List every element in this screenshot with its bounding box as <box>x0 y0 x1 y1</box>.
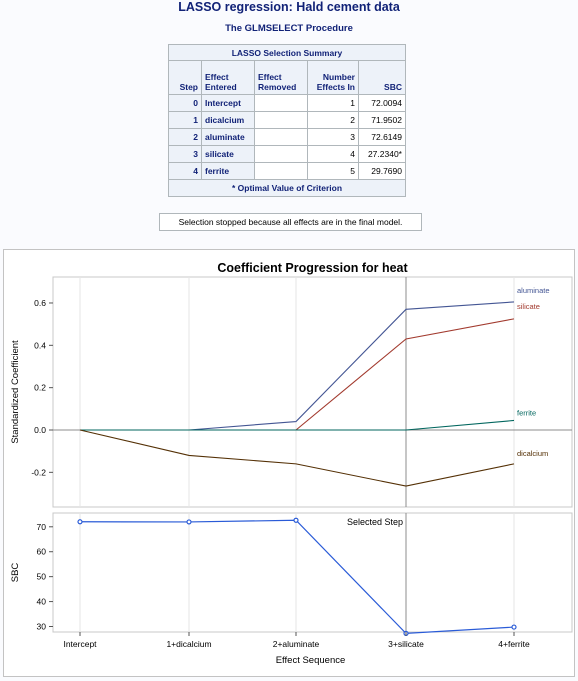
sbc-point <box>511 624 517 630</box>
row-effect-removed <box>254 145 308 163</box>
x-tick-label: Intercept <box>63 639 97 649</box>
sbc-point <box>293 517 299 523</box>
row-sbc: 72.0094 <box>358 94 406 112</box>
series-label-silicate: silicate <box>517 302 540 311</box>
row-sbc: 71.9502 <box>358 111 406 129</box>
row-effect-removed <box>254 128 308 146</box>
y-axis-label-top: Standardized Coefficient <box>10 340 21 444</box>
row-effect-removed <box>254 111 308 129</box>
row-number-effects: 1 <box>307 94 359 112</box>
y-tick-label-bottom: 70 <box>37 522 47 532</box>
series-label-aluminate: aluminate <box>517 286 550 295</box>
row-number-effects: 2 <box>307 111 359 129</box>
row-sbc: 29.7690 <box>358 162 406 180</box>
y-tick-label-bottom: 60 <box>37 547 47 557</box>
col-header-step: Step <box>168 60 202 95</box>
y-tick-label-top: 0.6 <box>34 298 46 308</box>
table-row: 3 silicate 4 27.2340* <box>168 145 406 163</box>
row-effect-removed <box>254 94 308 112</box>
x-axis-label: Effect Sequence <box>276 655 346 666</box>
y-tick-label-bottom: 50 <box>37 572 47 582</box>
row-effect-entered: ferrite <box>201 162 255 180</box>
row-step: 3 <box>168 145 202 163</box>
x-tick-label: 3+silicate <box>388 639 424 649</box>
row-step: 0 <box>168 94 202 112</box>
selected-step-label: Selected Step <box>347 517 403 527</box>
y-tick-label-top: 0.0 <box>34 425 46 435</box>
col-header-sbc: SBC <box>358 60 406 95</box>
table-row: 2 aluminate 3 72.6149 <box>168 128 406 146</box>
row-step: 1 <box>168 111 202 129</box>
series-line-dicalcium <box>79 429 515 487</box>
row-sbc: 72.6149 <box>358 128 406 146</box>
y-tick-label-bottom: 40 <box>37 597 47 607</box>
table-row: 0 Intercept 1 72.0094 <box>168 94 406 112</box>
row-effect-entered: aluminate <box>201 128 255 146</box>
y-tick-label-top: -0.2 <box>31 467 46 477</box>
col-header-effect-entered: Effect Entered <box>201 60 255 95</box>
row-effect-entered: silicate <box>201 145 255 163</box>
row-number-effects: 5 <box>307 162 359 180</box>
y-tick-label-top: 0.2 <box>34 383 46 393</box>
row-sbc: 27.2340* <box>358 145 406 163</box>
table-caption: LASSO Selection Summary <box>168 44 406 61</box>
row-effect-entered: dicalcium <box>201 111 255 129</box>
procedure-title: The GLMSELECT Procedure <box>225 23 353 34</box>
table-row: 1 dicalcium 2 71.9502 <box>168 111 406 129</box>
table-row: 4 ferrite 5 29.7690 <box>168 162 406 180</box>
row-effect-removed <box>254 162 308 180</box>
row-step: 2 <box>168 128 202 146</box>
page-title: LASSO regression: Hald cement data <box>178 0 400 14</box>
col-header-effect-removed: Effect Removed <box>254 60 308 95</box>
sbc-point <box>186 519 192 525</box>
chart-title: Coefficient Progression for heat <box>217 261 408 275</box>
x-tick-label: 1+dicalcium <box>166 639 211 649</box>
chart-svg: Coefficient Progression for heat Selected… <box>10 261 573 666</box>
series-label-ferrite: ferrite <box>517 408 536 417</box>
coefficient-progression-chart: Coefficient Progression for heat Selected… <box>3 249 575 677</box>
x-tick-label: 2+aluminate <box>273 639 320 649</box>
lasso-selection-summary-table: LASSO Selection Summary Step Effect Enter… <box>168 44 406 197</box>
selection-stopped-note: Selection stopped because all effects ar… <box>159 213 422 231</box>
table-footnote: * Optimal Value of Criterion <box>168 179 406 197</box>
series-line-ferrite <box>80 419 515 431</box>
col-header-number-effects-in: Number Effects In <box>307 60 359 95</box>
sbc-point <box>77 519 83 525</box>
x-tick-label: 4+ferrite <box>498 639 530 649</box>
row-number-effects: 3 <box>307 128 359 146</box>
row-effect-entered: Intercept <box>201 94 255 112</box>
row-step: 4 <box>168 162 202 180</box>
y-tick-label-bottom: 30 <box>37 622 47 632</box>
series-label-dicalcium: dicalcium <box>517 449 548 458</box>
y-tick-label-top: 0.4 <box>34 340 46 350</box>
row-number-effects: 4 <box>307 145 359 163</box>
y-axis-label-bottom: SBC <box>10 563 21 583</box>
coefficient-panel-frame <box>52 276 573 508</box>
sbc-panel-frame <box>52 512 573 633</box>
